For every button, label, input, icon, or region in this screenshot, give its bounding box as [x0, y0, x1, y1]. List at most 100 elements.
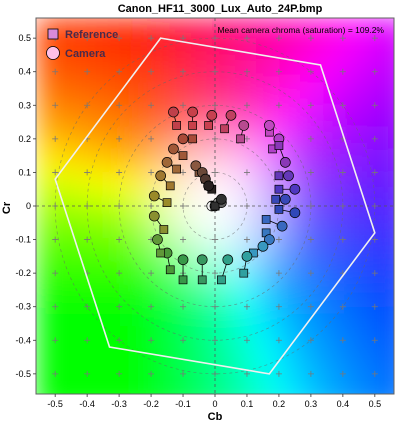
grid-plus-marker — [243, 370, 250, 377]
grid-plus-marker — [275, 270, 282, 277]
grid-plus-marker — [52, 203, 59, 209]
camera-point-12 — [289, 207, 301, 219]
grid-plus-marker — [116, 270, 123, 277]
grid-plus-marker — [212, 303, 218, 310]
grid-plus-marker — [371, 68, 378, 75]
grid-plus-marker — [307, 68, 314, 75]
grid-plus-marker — [52, 169, 59, 176]
camera-point-19 — [177, 254, 189, 266]
y-tick-label: -0.1 — [15, 235, 31, 245]
grid-plus-marker — [84, 35, 91, 42]
grid-plus-marker — [52, 303, 59, 310]
reference-point-12 — [274, 205, 284, 214]
camera-point-5 — [238, 120, 250, 131]
reference-point-9 — [274, 171, 284, 181]
reference-point-25 — [172, 164, 181, 174]
y-tick-label: -0.3 — [15, 302, 31, 312]
y-tick-label: 0.1 — [18, 167, 31, 177]
grid-plus-marker — [243, 303, 250, 310]
grid-plus-marker — [307, 135, 314, 142]
legend-camera-label: Camera — [65, 48, 106, 60]
camera-point-8 — [279, 157, 291, 168]
camera-point-23 — [148, 190, 160, 202]
grid-plus-marker — [212, 236, 218, 243]
grid-plus-marker — [148, 337, 155, 344]
grid-plus-marker — [275, 102, 282, 109]
camera-point-6 — [263, 120, 275, 131]
reference-point-21 — [156, 248, 166, 258]
gamut-hexagon — [54, 37, 376, 375]
x-tick-label: 0.5 — [369, 399, 382, 409]
grid-plus-marker — [339, 303, 346, 310]
grid-plus-marker — [180, 35, 187, 42]
grid-plus-marker — [339, 203, 346, 209]
grid-plus-marker — [180, 169, 187, 176]
grid-plus-marker — [116, 102, 123, 109]
y-tick-label: -0.2 — [15, 268, 31, 278]
camera-point-4 — [225, 110, 237, 121]
grid-plus-marker — [52, 370, 59, 377]
camera-point-17 — [222, 254, 234, 266]
grid-plus-marker — [339, 68, 346, 75]
grid-plus-marker — [339, 337, 346, 344]
y-tick-label: 0.3 — [18, 100, 31, 110]
x-tick-label: 0.3 — [305, 399, 318, 409]
grid-plus-marker — [116, 203, 123, 209]
grid-plus-marker — [212, 35, 218, 42]
grid-plus-marker — [371, 236, 378, 243]
reference-point-36 — [210, 201, 220, 211]
grid-plus-marker — [84, 68, 91, 75]
grid-plus-marker — [339, 35, 346, 42]
grid-plus-marker — [371, 135, 378, 142]
camera-point-3 — [206, 110, 218, 121]
grid-plus-marker — [275, 303, 282, 310]
reference-point-17 — [217, 275, 226, 285]
gamut-polygon — [54, 37, 376, 375]
x-tick-label: 0 — [212, 399, 217, 409]
grid-plus-marker — [371, 303, 378, 310]
legend-reference-marker — [47, 28, 59, 40]
reference-point-13 — [261, 215, 271, 224]
grid-plus-marker — [275, 236, 282, 243]
grid-plus-marker — [339, 236, 346, 243]
grid-plus-marker — [180, 236, 187, 243]
grid-plus-marker — [52, 337, 59, 344]
grid-plus-marker — [275, 35, 282, 42]
reference-point-5 — [236, 134, 245, 144]
grid-plus-marker — [148, 303, 155, 310]
camera-point-13 — [276, 220, 288, 232]
plot-background — [36, 18, 394, 394]
grid-plus-marker — [148, 102, 155, 109]
grid-plus-marker — [84, 337, 91, 344]
grid-plus-marker — [148, 68, 155, 75]
reference-point-2 — [188, 121, 197, 130]
x-tick-label: -0.3 — [111, 399, 127, 409]
y-tick-label: 0.5 — [18, 33, 31, 43]
grid-plus-marker — [116, 337, 123, 344]
y-tick-label: -0.4 — [15, 335, 31, 345]
grid-plus-marker — [243, 169, 250, 176]
grid-plus-marker — [307, 35, 314, 42]
grid-plus-marker — [84, 169, 91, 176]
grid-plus-marker — [116, 35, 123, 42]
grid-plus-marker — [84, 102, 91, 109]
grid-plus-marker — [212, 102, 218, 109]
grid-plus-marker — [84, 370, 91, 377]
camera-point-16 — [241, 251, 253, 262]
reference-point-20 — [165, 265, 175, 275]
camera-point-15 — [257, 240, 269, 252]
camera-point-27 — [177, 133, 189, 145]
reference-point-18 — [197, 275, 207, 285]
grid-plus-marker — [116, 236, 123, 243]
reference-point-26 — [178, 151, 188, 160]
data-marks — [148, 106, 301, 285]
reference-point-23 — [162, 198, 172, 207]
grid-plus-marker — [116, 303, 123, 310]
grid-plus-marker — [148, 370, 155, 377]
grid-plus-marker — [307, 169, 314, 176]
grid-plus-marker — [52, 270, 59, 277]
reference-point-24 — [165, 181, 175, 191]
reference-point-11 — [271, 194, 281, 204]
grid-plus-marker — [212, 370, 218, 377]
grid-plus-marker — [243, 35, 250, 42]
